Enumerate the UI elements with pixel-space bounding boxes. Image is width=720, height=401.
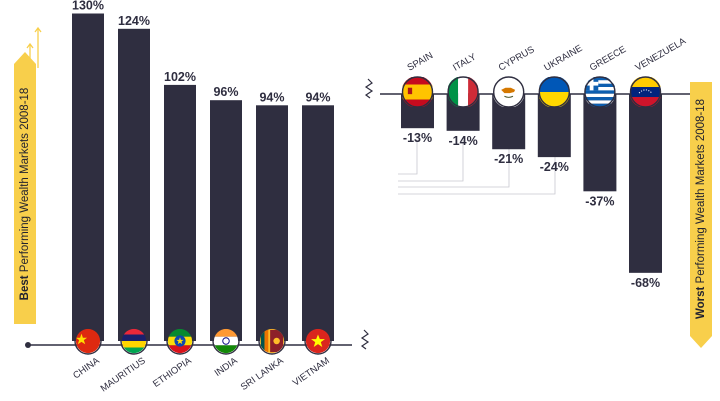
value-label-spain: -13% [403,131,432,145]
best-label-bold: Best [19,275,31,301]
india-flag-icon [212,327,240,355]
spain-flag-icon [401,76,434,108]
worst-markets-label: Worst Performing Wealth Markets 2008-18 [690,82,712,336]
worst-label-tip [690,336,712,348]
up-arrow-head-icon [34,26,42,33]
connector-line [398,140,510,188]
connector-line [398,140,556,195]
best-label-rest: Performing Wealth Markets 2008-18 [19,87,31,276]
bar-india [210,100,242,341]
connector-line [398,140,464,182]
best-label-tip [14,52,36,64]
category-label-vietnam: VIETNAM [291,355,332,388]
category-label-spain: SPAIN [406,50,436,73]
value-label-vietnam: 94% [305,90,330,104]
best-markets-label: Best Performing Wealth Markets 2008-18 [14,64,36,324]
category-label-mauritius: MAURITIUS [99,355,148,394]
bar-venezuela [629,94,662,273]
category-label-india: INDIA [213,355,241,379]
bar-ethiopia [164,84,196,342]
venezuela-flag-icon [629,76,662,108]
worst-axis-break-icon [364,78,374,99]
ukraine-flag-icon [538,76,570,108]
category-label-italy: ITALY [451,51,479,73]
sri-lanka-flag-icon [258,327,286,355]
value-label-sri-lanka: 94% [259,90,284,104]
vietnam-flag-icon [304,327,332,355]
category-label-china: CHINA [71,355,102,381]
value-label-india: 96% [213,85,238,99]
bar-greece [583,94,617,192]
italy-flag-icon [447,76,479,108]
value-label-ukraine: -24% [540,160,569,174]
ethiopia-flag-icon [166,327,194,355]
category-label-greece: GREECE [588,44,628,74]
category-label-ukraine: UKRAINE [542,43,584,74]
worst-label-rest: Performing Wealth Markets 2008-18 [695,98,707,287]
bar-sri-lanka [256,105,288,341]
value-label-china: 130% [72,0,104,13]
greece-flag-icon [584,76,616,108]
value-label-cyprus: -21% [494,152,523,166]
value-label-venezuela: -68% [631,276,660,290]
connector-line [398,140,418,175]
mauritius-flag-icon [120,327,148,355]
category-label-venezuela: VENEZUELA [634,35,689,73]
value-label-mauritius: 124% [118,14,150,28]
bar-vietnam [302,105,334,341]
best-baseline-dot [25,342,31,348]
bar-china [72,13,104,341]
bar-mauritius [118,28,150,342]
china-flag-icon [74,327,102,355]
category-label-cyprus: CYPRUS [497,44,537,73]
value-label-greece: -37% [585,194,614,208]
category-label-ethiopia: ETHIOPIA [151,355,194,390]
category-label-sri-lanka: SRI LANKA [239,355,287,393]
worst-label-bold: Worst [695,286,707,320]
best-label-text: Best Performing Wealth Markets 2008-18 [19,88,31,301]
up-arrow-head-icon [26,42,34,49]
worst-label-text: Worst Performing Wealth Markets 2008-18 [695,99,707,319]
best-axis-break-icon [360,329,370,350]
cyprus-flag-icon [493,76,525,108]
value-label-ethiopia: 102% [164,70,196,84]
value-label-italy: -14% [449,134,478,148]
